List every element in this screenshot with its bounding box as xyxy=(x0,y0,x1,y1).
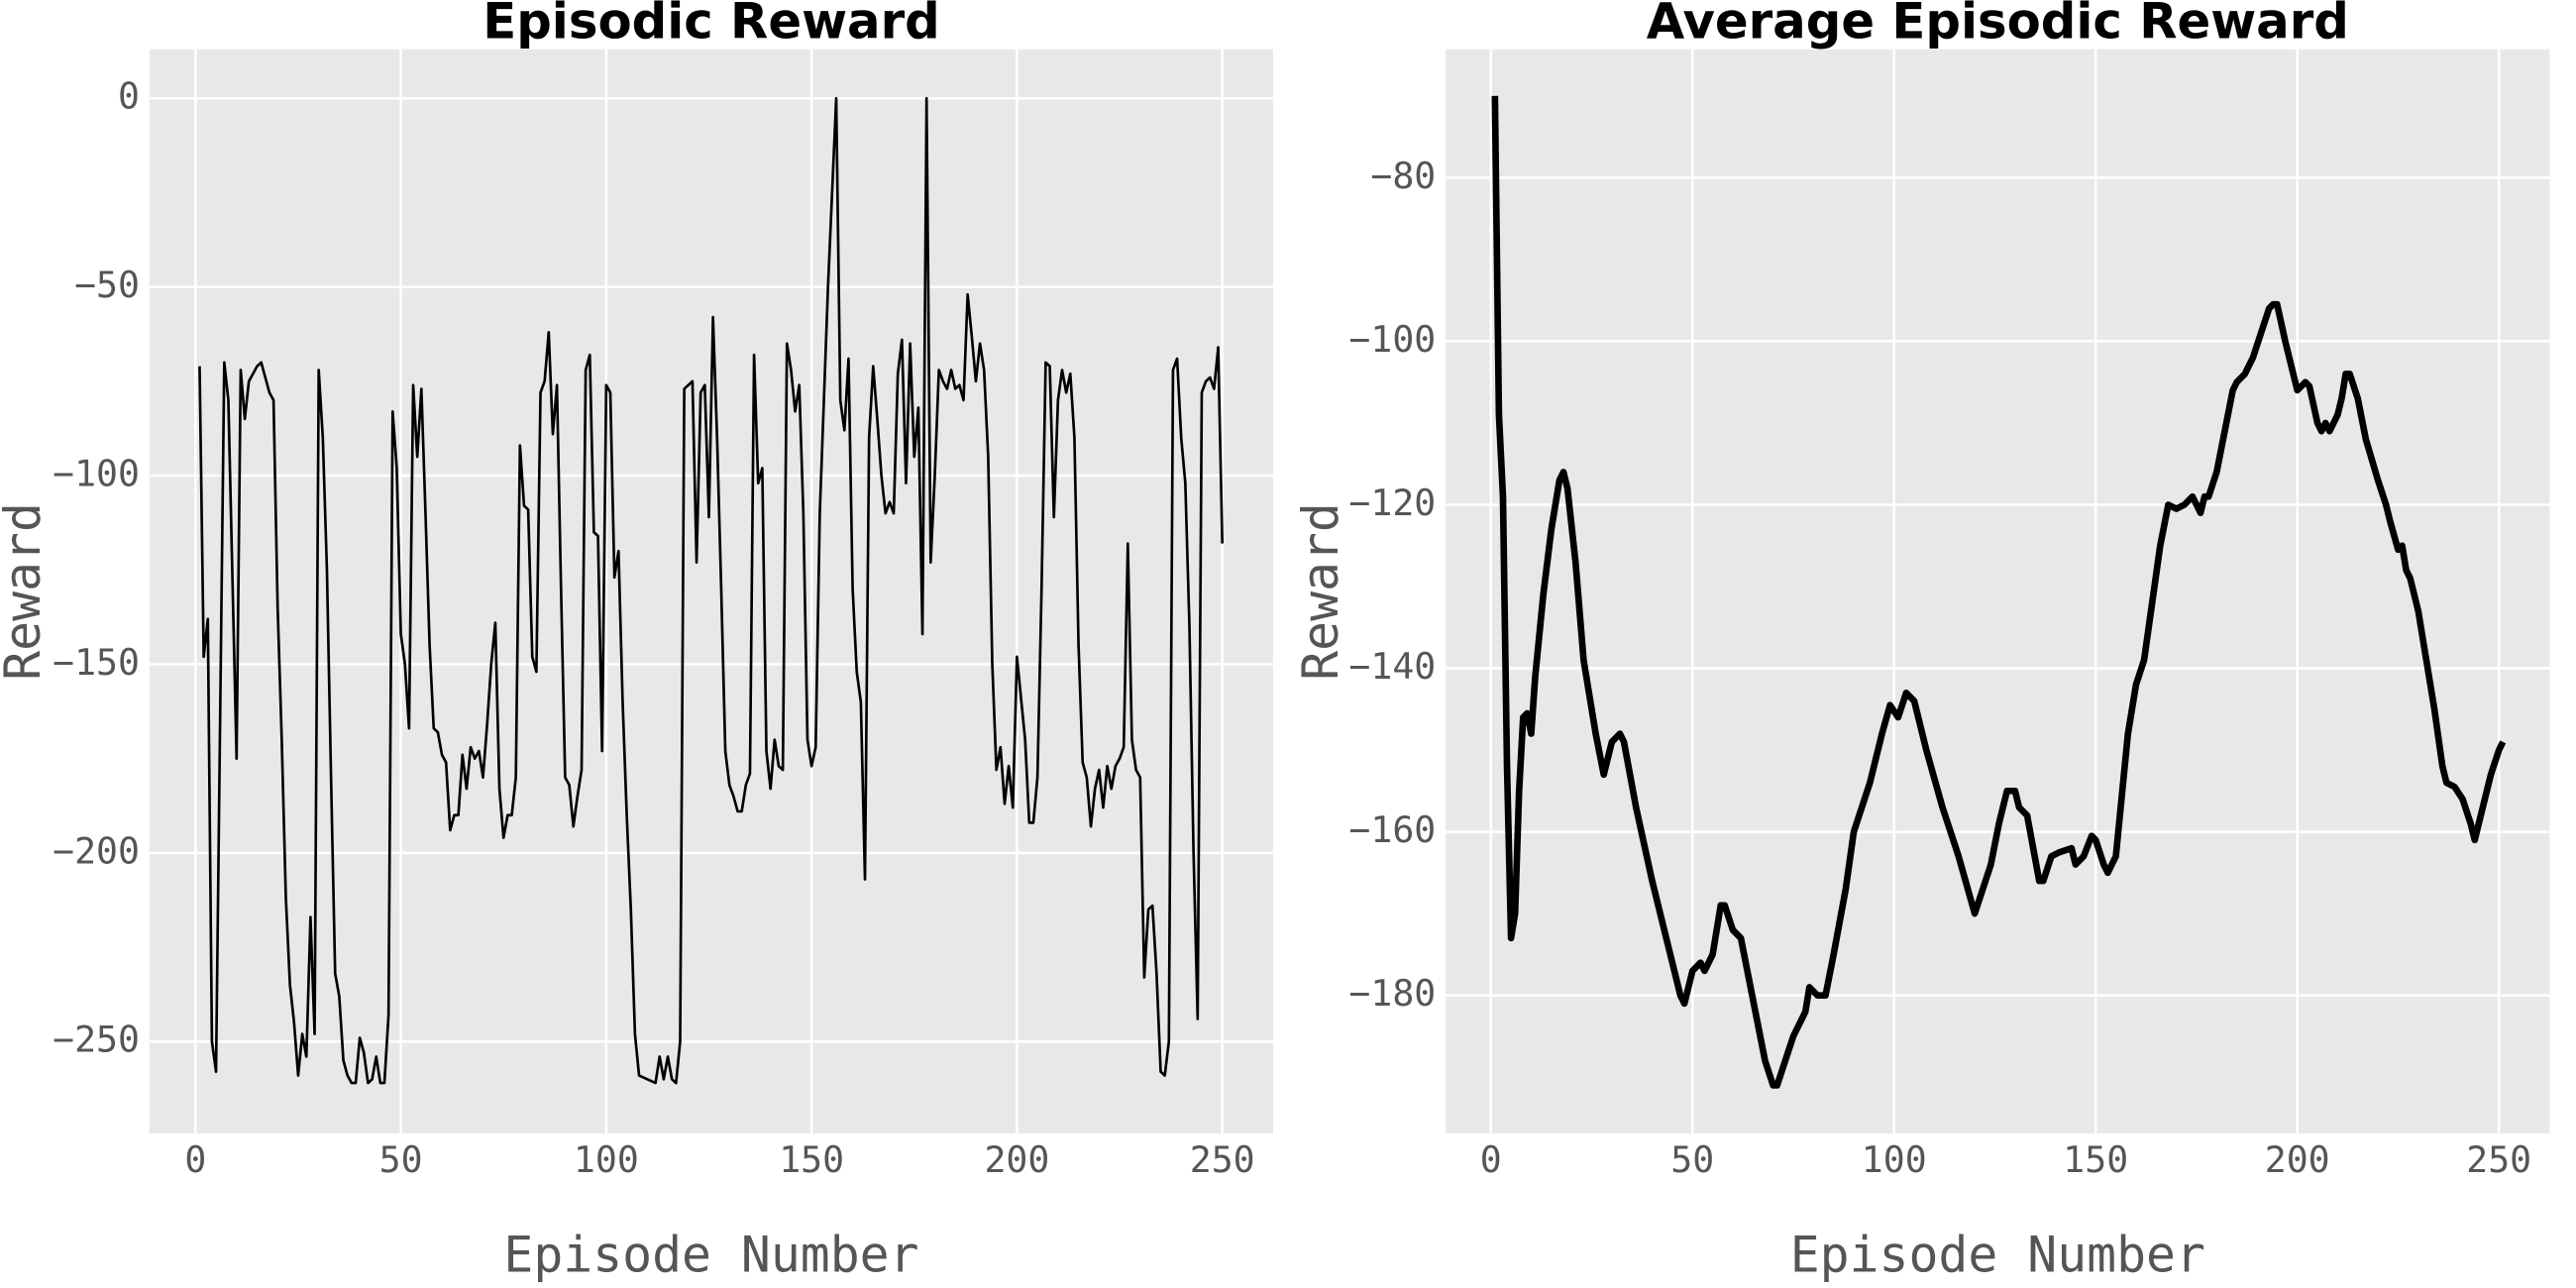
y-axis-label: Reward xyxy=(1292,502,1349,681)
x-axis-label: Episode Number xyxy=(503,1227,918,1284)
x-axis-label: Episode Number xyxy=(1790,1227,2205,1284)
x-tick-label: 0 xyxy=(184,1138,206,1181)
y-tick-label: −200 xyxy=(53,829,140,872)
x-tick-label: 250 xyxy=(2466,1138,2531,1181)
y-tick-label: −120 xyxy=(1348,482,1436,524)
x-tick-label: 100 xyxy=(574,1138,639,1181)
x-tick-label: 150 xyxy=(779,1138,844,1181)
y-tick-label: −250 xyxy=(53,1019,140,1061)
y-axis-label: Reward xyxy=(0,502,52,681)
plot-background xyxy=(149,49,1274,1134)
y-tick-label: −100 xyxy=(53,453,140,495)
y-tick-label: −180 xyxy=(1348,972,1436,1015)
x-tick-label: 200 xyxy=(2265,1138,2330,1181)
y-tick-label: −100 xyxy=(1348,318,1436,361)
chart-title: Average Episodic Reward xyxy=(1647,0,2349,50)
line xyxy=(1491,95,2507,1089)
x-tick-label: 150 xyxy=(2063,1138,2128,1181)
chart-title: Episodic Reward xyxy=(483,0,940,50)
x-tick-label: 0 xyxy=(1480,1138,1502,1181)
x-tick-label: 50 xyxy=(379,1138,423,1181)
x-tick-label: 50 xyxy=(1670,1138,1714,1181)
y-tick-label: −50 xyxy=(74,264,140,306)
x-tick-label: 100 xyxy=(1862,1138,1927,1181)
y-tick-label: −160 xyxy=(1348,808,1436,851)
plot-background xyxy=(1446,49,2550,1134)
y-tick-label: −140 xyxy=(1348,645,1436,688)
y-tick-label: −80 xyxy=(1370,155,1436,197)
line xyxy=(198,96,1224,1085)
y-tick-label: 0 xyxy=(118,75,140,118)
x-tick-label: 250 xyxy=(1190,1138,1255,1181)
y-tick-label: −150 xyxy=(53,641,140,684)
x-tick-label: 200 xyxy=(984,1138,1049,1181)
